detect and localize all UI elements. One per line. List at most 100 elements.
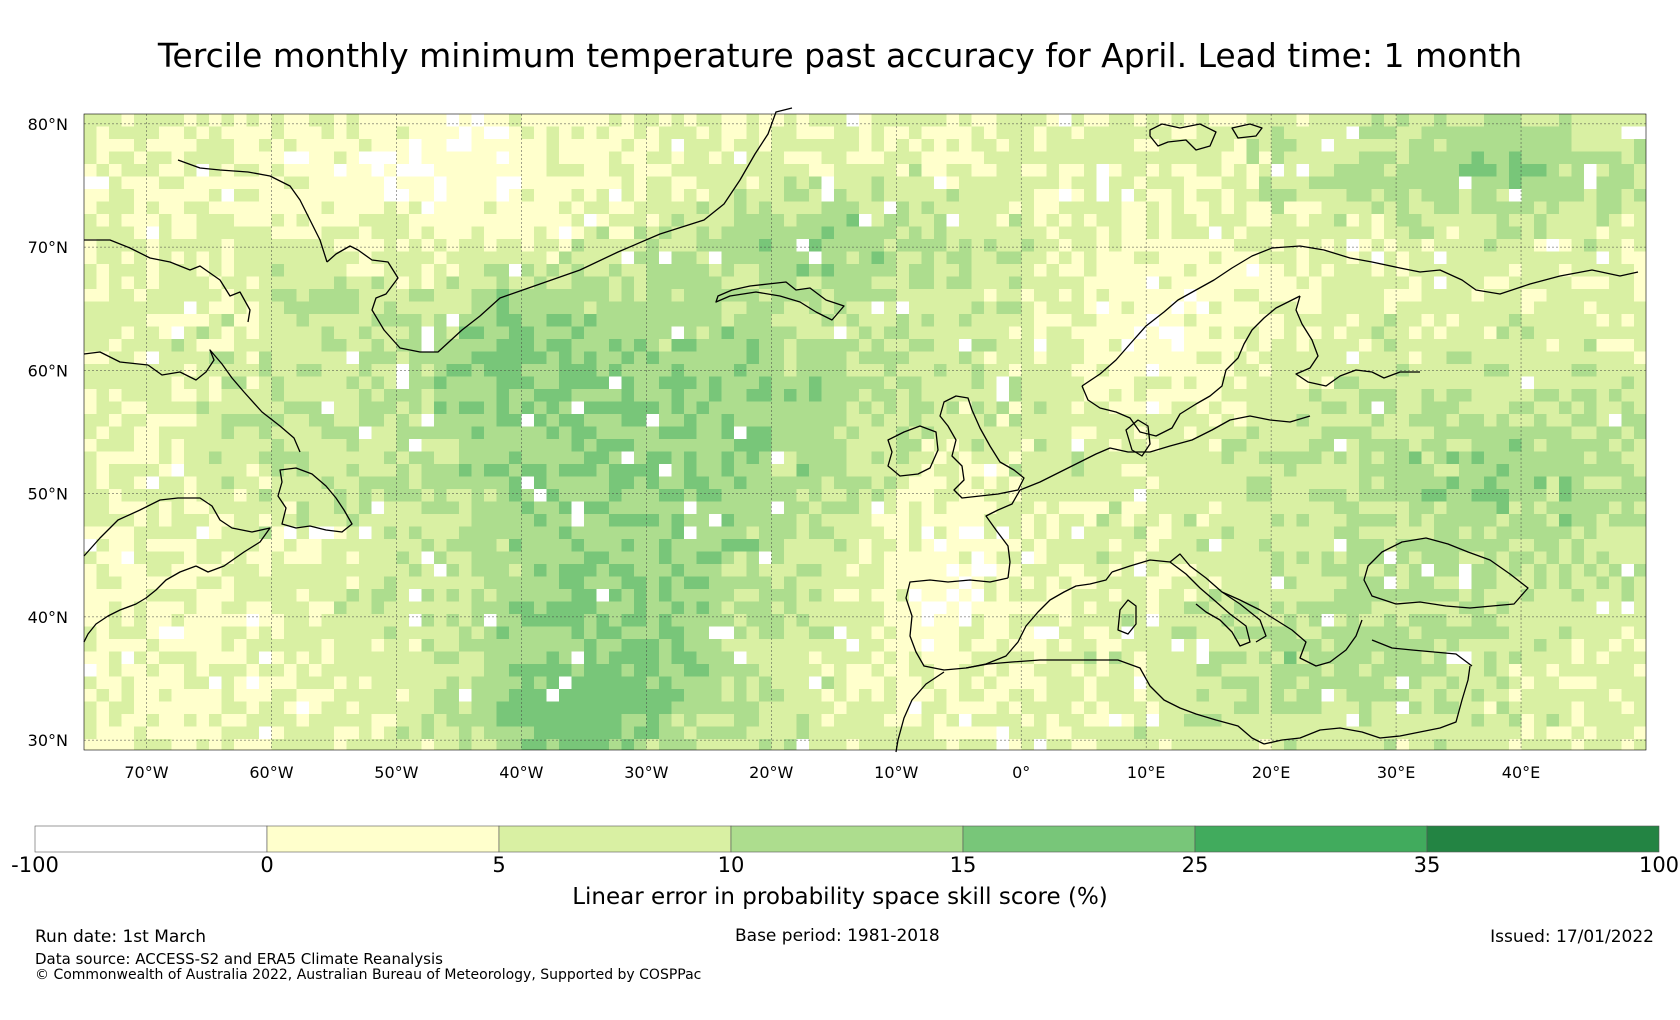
grid-cell (896, 201, 910, 215)
grid-cell (921, 351, 935, 365)
grid-cell (871, 351, 885, 365)
grid-cell (171, 389, 185, 402)
grid-cell (1021, 501, 1035, 515)
grid-cell (771, 526, 785, 540)
grid-cell (221, 564, 235, 577)
grid-cell (571, 551, 585, 565)
grid-cell (934, 576, 947, 590)
grid-cell (921, 464, 935, 477)
grid-cell (359, 201, 372, 215)
grid-cell (471, 414, 485, 427)
grid-cell (1059, 539, 1072, 552)
grid-cell (1584, 164, 1597, 177)
grid-cell (1309, 164, 1322, 177)
grid-cell (384, 464, 397, 477)
grid-cell (634, 176, 647, 190)
grid-cell (1409, 601, 1422, 615)
grid-cell (996, 426, 1010, 440)
grid-cell (1209, 314, 1222, 327)
grid-cell (146, 564, 160, 577)
grid-cell (884, 364, 897, 377)
grid-cell (1096, 301, 1110, 315)
grid-cell (609, 501, 622, 515)
grid-cell (659, 476, 672, 490)
grid-cell (321, 339, 335, 352)
grid-cell (271, 576, 285, 590)
grid-cell (996, 351, 1010, 365)
grid-cell (934, 439, 947, 452)
grid-cell (1146, 476, 1160, 490)
grid-cell (334, 139, 347, 152)
grid-cell (1359, 239, 1372, 252)
grid-cell (1284, 501, 1297, 515)
grid-cell (659, 576, 672, 590)
grid-cell (159, 401, 172, 415)
grid-cell (109, 214, 122, 227)
grid-cell (1046, 126, 1060, 140)
grid-cell (1121, 164, 1135, 177)
grid-cell (471, 139, 485, 152)
grid-cell (1634, 551, 1646, 565)
grid-cell (1159, 314, 1172, 327)
grid-cell (509, 364, 522, 377)
grid-cell (496, 526, 510, 540)
grid-cell (921, 139, 935, 152)
grid-cell (484, 114, 497, 127)
grid-cell (934, 139, 947, 152)
grid-cell (1496, 451, 1510, 465)
grid-cell (1609, 401, 1622, 415)
grid-cell (221, 339, 235, 352)
grid-cell (334, 151, 347, 165)
grid-cell (1296, 464, 1310, 477)
grid-cell (571, 326, 585, 340)
grid-cell (621, 501, 635, 515)
grid-cell (1296, 501, 1310, 515)
grid-cell (121, 351, 135, 365)
grid-cell (434, 339, 447, 352)
grid-cell (359, 239, 372, 252)
grid-cell (1059, 389, 1072, 402)
grid-cell (409, 414, 422, 427)
grid-cell (1409, 314, 1422, 327)
grid-cell (221, 214, 235, 227)
grid-cell (634, 401, 647, 415)
grid-cell (509, 451, 522, 465)
grid-cell (1046, 326, 1060, 340)
grid-cell (1459, 501, 1472, 515)
grid-cell (584, 364, 597, 377)
grid-cell (1484, 389, 1497, 402)
grid-cell (921, 539, 935, 552)
grid-cell (1271, 564, 1285, 577)
grid-cell (1471, 564, 1485, 577)
grid-cell (159, 451, 172, 465)
grid-cell (321, 526, 335, 540)
grid-cell (1221, 164, 1235, 177)
grid-cell (296, 576, 310, 590)
grid-cell (359, 589, 372, 602)
grid-cell (209, 201, 222, 215)
grid-cell (1609, 551, 1622, 565)
grid-cell (1396, 389, 1410, 402)
grid-cell (984, 314, 997, 327)
grid-cell (1509, 289, 1522, 302)
grid-cell (546, 314, 560, 327)
grid-cell (434, 414, 447, 427)
grid-cell (934, 501, 947, 515)
grid-cell (184, 164, 197, 177)
grid-cell (871, 514, 885, 527)
grid-cell (1346, 426, 1360, 440)
grid-cell (1434, 589, 1447, 602)
grid-cell (321, 389, 335, 402)
grid-cell (1521, 139, 1535, 152)
grid-cell (234, 601, 247, 615)
grid-cell (1534, 151, 1547, 165)
grid-cell (96, 239, 110, 252)
grid-cell (171, 426, 185, 440)
grid-cell (1421, 114, 1435, 127)
grid-cell (1034, 539, 1047, 552)
grid-cell (1434, 439, 1447, 452)
grid-cell (271, 339, 285, 352)
grid-cell (246, 451, 260, 465)
grid-cell (209, 501, 222, 515)
grid-cell (846, 451, 860, 465)
